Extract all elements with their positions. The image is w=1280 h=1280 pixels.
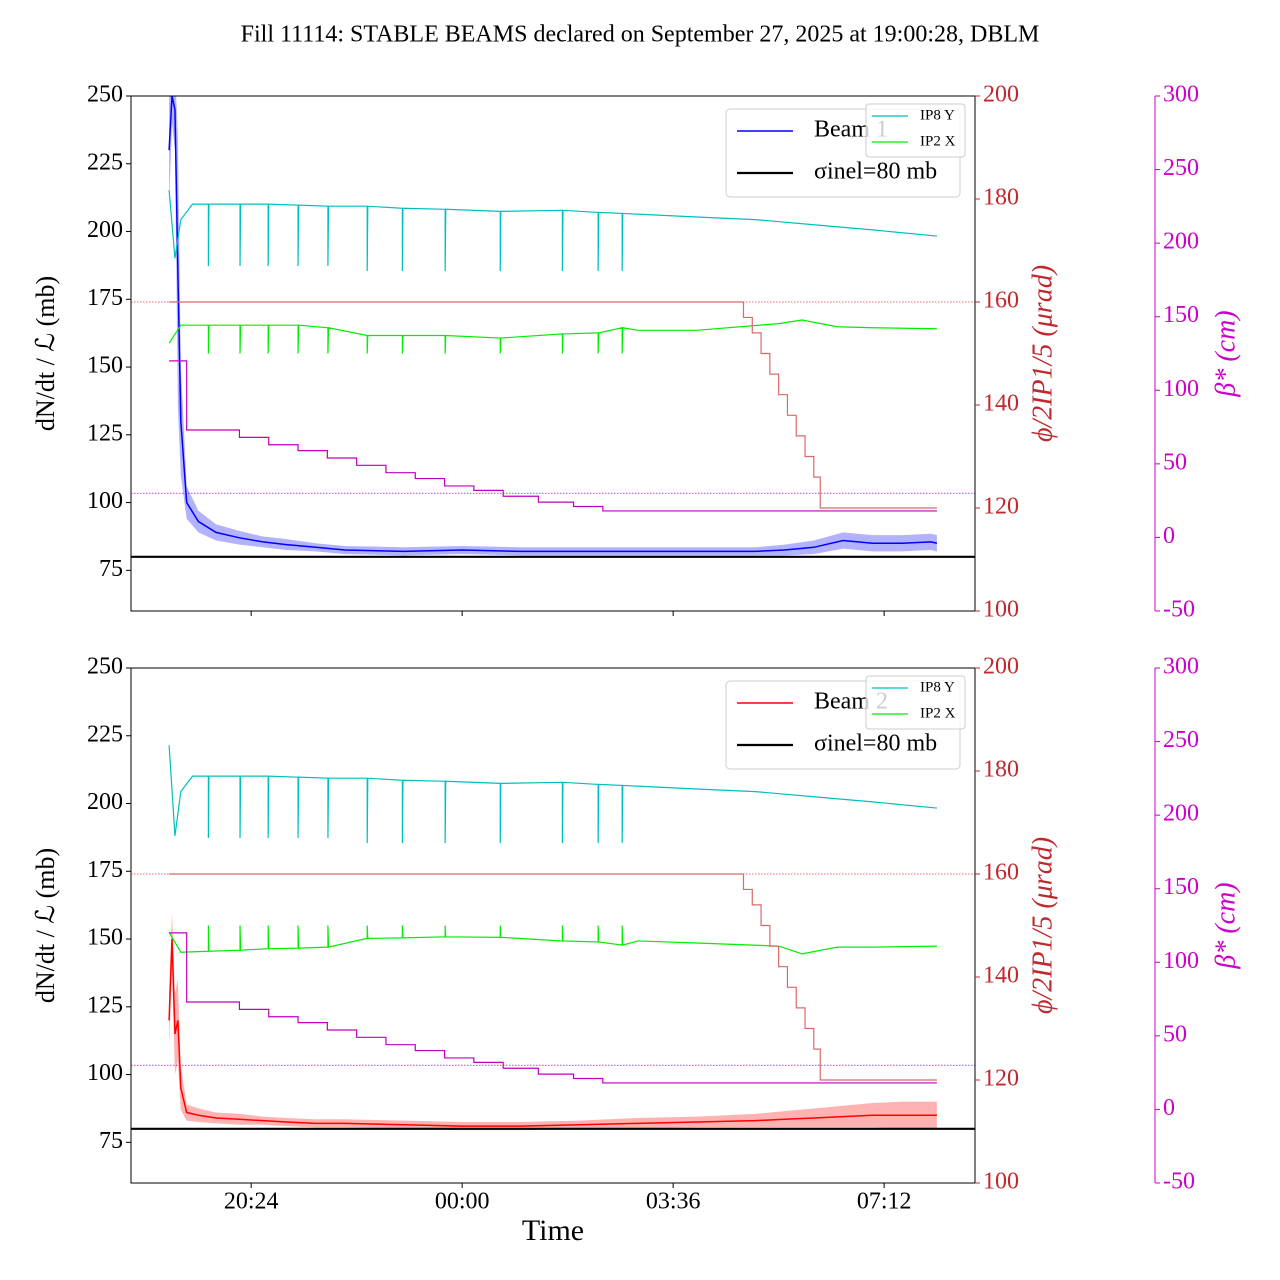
y3-tick-label: 250 [1163, 727, 1199, 753]
y3-tick-label: 0 [1163, 1095, 1175, 1121]
y3-tick-label: 250 [1163, 155, 1199, 181]
plot-frame [130, 667, 976, 1184]
plot-area [131, 96, 975, 558]
y3-tick-label: 150 [1163, 874, 1199, 900]
y3-tick-label: 100 [1163, 948, 1199, 974]
y2-tick-label: 140 [983, 391, 1019, 417]
legend-label: σinel=80 mb [814, 731, 937, 757]
y-tick-label: 75 [99, 556, 123, 582]
x-tick-label: 00:00 [435, 1189, 490, 1215]
y3-tick-label: 50 [1163, 449, 1187, 475]
x-tick-label: 03:36 [646, 1189, 701, 1215]
y-tick-label: 250 [87, 654, 123, 680]
y2-tick-label: 120 [983, 494, 1019, 520]
y3-tick-label: 0 [1163, 523, 1175, 549]
y-axis-label: dN/dt / ℒ (mb) [31, 848, 60, 1003]
y3-axis-label: β* (cm) [1210, 310, 1241, 397]
data-line [169, 932, 937, 1084]
legend-box [865, 675, 966, 730]
plot-frame [130, 95, 976, 612]
data-line [168, 939, 937, 1127]
y-tick-label: 225 [87, 721, 123, 747]
data-line [168, 319, 937, 354]
y3-tick-label: -50 [1163, 1169, 1195, 1195]
x-axis-label: Time [522, 1214, 584, 1247]
y2-tick-label: 120 [983, 1066, 1019, 1092]
y2-tick-label: 160 [983, 288, 1019, 314]
data-line [168, 96, 938, 553]
y-tick-label: 225 [87, 149, 123, 175]
chart-title: Fill 11114: STABLE BEAMS declared on Sep… [241, 22, 1040, 48]
data-line [168, 745, 937, 844]
y3-tick-label: 100 [1163, 376, 1199, 402]
x-tick-label: 20:24 [224, 1189, 279, 1215]
y2-tick-label: 160 [983, 860, 1019, 886]
y3-tick-label: 150 [1163, 302, 1199, 328]
y-tick-label: 100 [87, 488, 123, 514]
y2-tick-label: 180 [983, 757, 1019, 783]
y2-axis-label: ϕ/2IP1/5 (μrad) [1027, 265, 1058, 442]
y3-tick-label: 300 [1163, 654, 1199, 680]
y-tick-label: 125 [87, 992, 123, 1018]
error-band [169, 911, 937, 1131]
y-tick-label: 125 [87, 420, 123, 446]
y2-tick-label: 100 [983, 1169, 1019, 1195]
y-tick-label: 200 [87, 217, 123, 243]
y3-tick-label: 200 [1163, 229, 1199, 255]
y3-tick-label: 300 [1163, 82, 1199, 108]
y-tick-label: 175 [87, 285, 123, 311]
data-line [168, 925, 937, 955]
y-tick-label: 75 [99, 1128, 123, 1154]
plot-area [131, 745, 975, 1131]
y2-tick-label: 140 [983, 963, 1019, 989]
legend-label: IP8 Y [920, 107, 955, 123]
y2-tick-label: 200 [983, 654, 1019, 680]
legend-label: σinel=80 mb [814, 159, 937, 185]
legend-label: IP2 X [920, 133, 956, 149]
y2-axis-label: ϕ/2IP1/5 (μrad) [1027, 837, 1058, 1014]
data-line [169, 360, 937, 512]
y2-tick-label: 100 [983, 597, 1019, 623]
y-tick-label: 150 [87, 925, 123, 951]
y2-tick-label: 180 [983, 185, 1019, 211]
x-tick-label: 07:12 [857, 1189, 912, 1215]
legend-box [865, 103, 966, 158]
y3-tick-label: -50 [1163, 597, 1195, 623]
data-line [168, 190, 937, 272]
y3-tick-label: 200 [1163, 801, 1199, 827]
y-tick-label: 150 [87, 353, 123, 379]
y-axis-label: dN/dt / ℒ (mb) [31, 276, 60, 431]
legend-label: IP8 Y [920, 679, 955, 695]
y3-tick-label: 50 [1163, 1021, 1187, 1047]
legend-label: IP2 X [920, 705, 956, 721]
data-line [169, 301, 937, 509]
y-tick-label: 250 [87, 82, 123, 108]
y-tick-label: 175 [87, 857, 123, 883]
y3-axis-label: β* (cm) [1210, 882, 1241, 969]
y-tick-label: 200 [87, 789, 123, 815]
data-line [169, 873, 937, 1081]
y2-tick-label: 200 [983, 82, 1019, 108]
y-tick-label: 100 [87, 1060, 123, 1086]
